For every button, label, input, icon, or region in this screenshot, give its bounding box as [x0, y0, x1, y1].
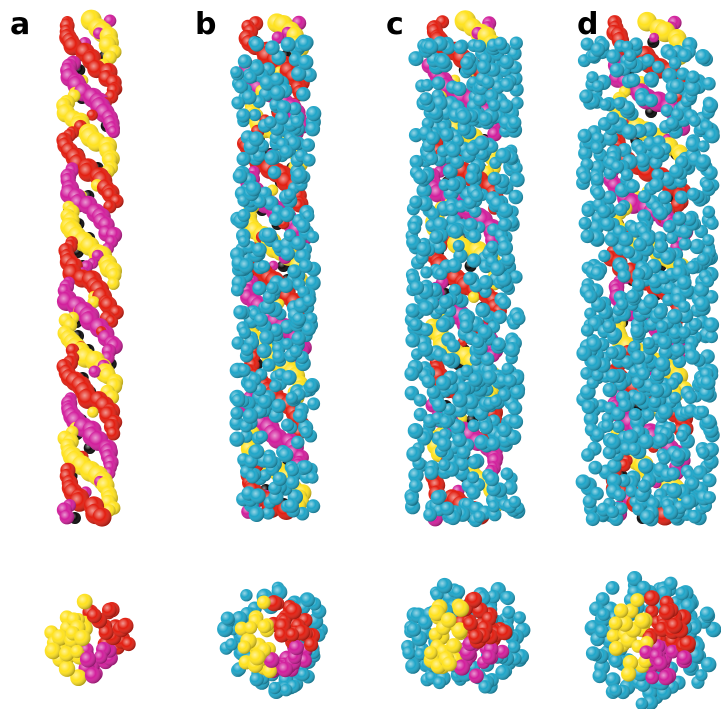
- panel-label-c: c: [386, 7, 404, 42]
- helix-rod-c: [404, 10, 526, 528]
- panel-label-b: b: [195, 7, 217, 42]
- cross-section-b: [217, 581, 328, 699]
- helix-rod-b: [229, 13, 322, 522]
- helix-rod-d: [575, 11, 720, 527]
- helix-rod-a: [56, 9, 124, 527]
- panel-label-a: a: [10, 7, 31, 42]
- cross-section-d: [584, 571, 721, 709]
- cross-section-c: [401, 577, 531, 694]
- cross-section-a: [44, 593, 136, 686]
- panel-label-d: d: [577, 7, 599, 42]
